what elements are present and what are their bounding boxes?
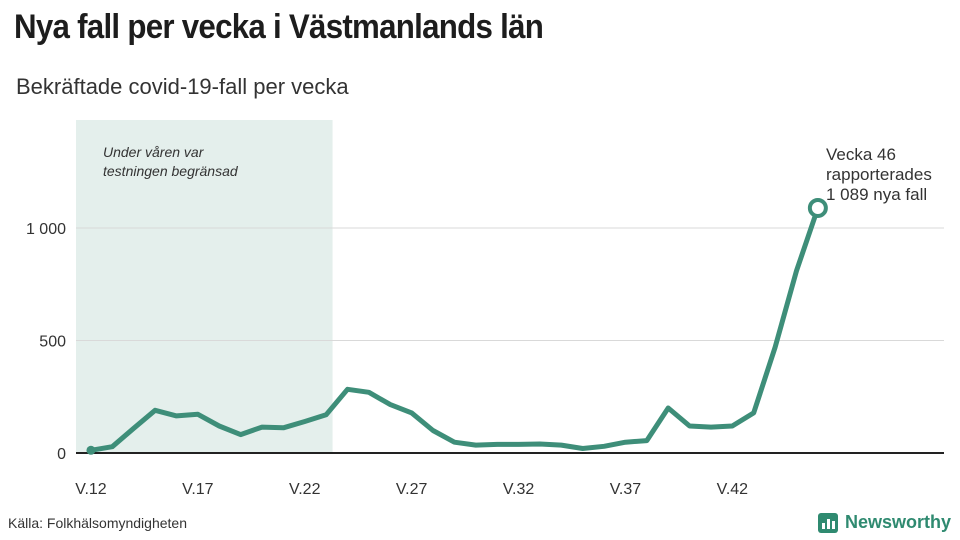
x-tick-label: V.42 (717, 481, 749, 498)
highlight-region-label-line: Under våren var (103, 144, 205, 160)
y-axis-ticks: 0 500 1 000 (26, 221, 66, 463)
x-tick-label: V.12 (75, 481, 107, 498)
bar-chart-icon (818, 512, 838, 533)
x-tick-label: V.17 (182, 481, 214, 498)
x-tick-label: V.32 (503, 481, 535, 498)
brand-name: Newsworthy (845, 512, 952, 532)
chart-subtitle: Bekräftade covid-19-fall per vecka (16, 74, 349, 99)
source-note: Källa: Folkhälsomyndigheten (8, 515, 187, 531)
highlight-region-label-line: testningen begränsad (103, 163, 239, 179)
series-line (88, 205, 821, 453)
highlight-region (76, 120, 333, 453)
y-tick-label: 500 (39, 334, 66, 351)
x-axis-ticks: V.12 V.17 V.22 V.27 V.32 V.37 V.42 (75, 481, 748, 498)
annotation-line: rapporterades (826, 165, 932, 184)
annotation-line: 1 089 nya fall (826, 185, 927, 204)
chart-title: Nya fall per vecka i Västmanlands län (14, 8, 544, 46)
x-tick-label: V.27 (396, 481, 428, 498)
gridlines (76, 227, 944, 341)
brand-logo: Newsworthy (818, 512, 951, 533)
y-tick-label: 1 000 (26, 221, 66, 238)
x-tick-label: V.37 (610, 481, 642, 498)
highlight-region-label: Under våren var testningen begränsad (103, 144, 239, 179)
x-tick-label: V.22 (289, 481, 321, 498)
annotation-line: Vecka 46 (826, 145, 896, 164)
y-tick-label: 0 (57, 446, 66, 463)
start-point-marker (86, 445, 96, 455)
end-point-marker (807, 197, 828, 218)
